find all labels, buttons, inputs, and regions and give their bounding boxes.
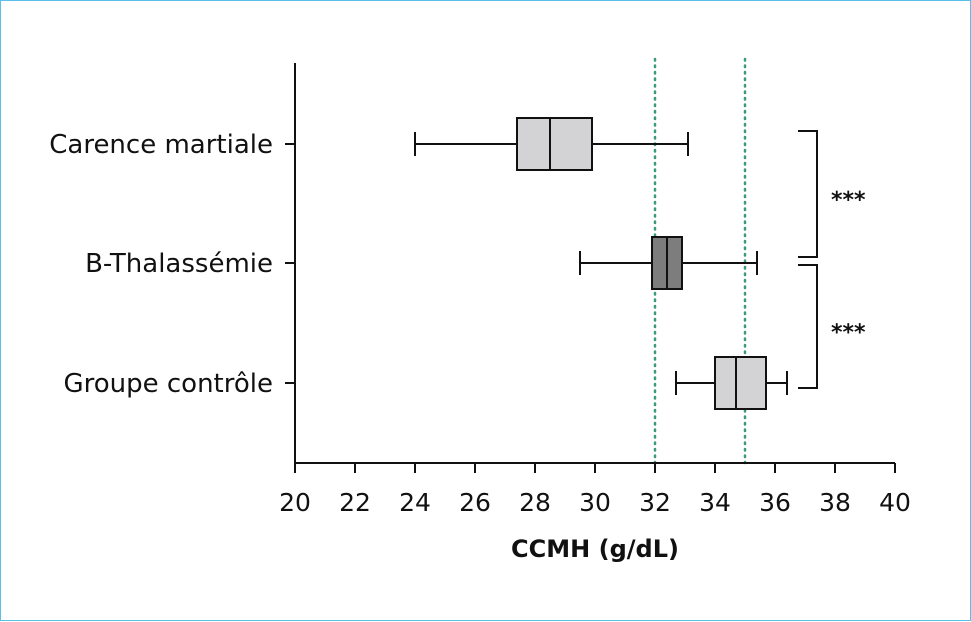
category-label: Carence martiale [49,130,273,160]
axes: 20 22 24 26 28 30 32 34 36 38 40 Carence martiale B-… [49,63,911,517]
boxes [414,117,788,410]
x-tick-label-32: 32 [639,488,671,517]
x-tick-label-24: 24 [399,488,431,517]
category-label: B-Thalassémie [85,249,273,279]
x-axis-title: CCMH (g/dL) [511,535,679,563]
significance-bracket-1 [798,264,818,389]
x-tick-label-34: 34 [699,488,731,517]
iqr-box [516,117,593,171]
significance-label: *** [831,188,866,213]
boxplot-0 [414,117,689,171]
x-tick-label-38: 38 [819,488,851,517]
boxplot-2 [675,356,788,410]
boxplot-1 [579,236,758,290]
x-tick-label-28: 28 [519,488,551,517]
iqr-box [714,356,767,410]
significance-bracket-0 [798,130,818,258]
significance-brackets: *** *** [798,130,866,389]
x-tick-label-20: 20 [279,488,311,517]
x-tick-label-26: 26 [459,488,491,517]
x-tick-label-30: 30 [579,488,611,517]
category-label: Groupe contrôle [63,369,273,399]
x-tick-label-36: 36 [759,488,791,517]
x-tick-label-40: 40 [879,488,911,517]
significance-label: *** [831,321,866,346]
x-tick-label-22: 22 [339,488,371,517]
